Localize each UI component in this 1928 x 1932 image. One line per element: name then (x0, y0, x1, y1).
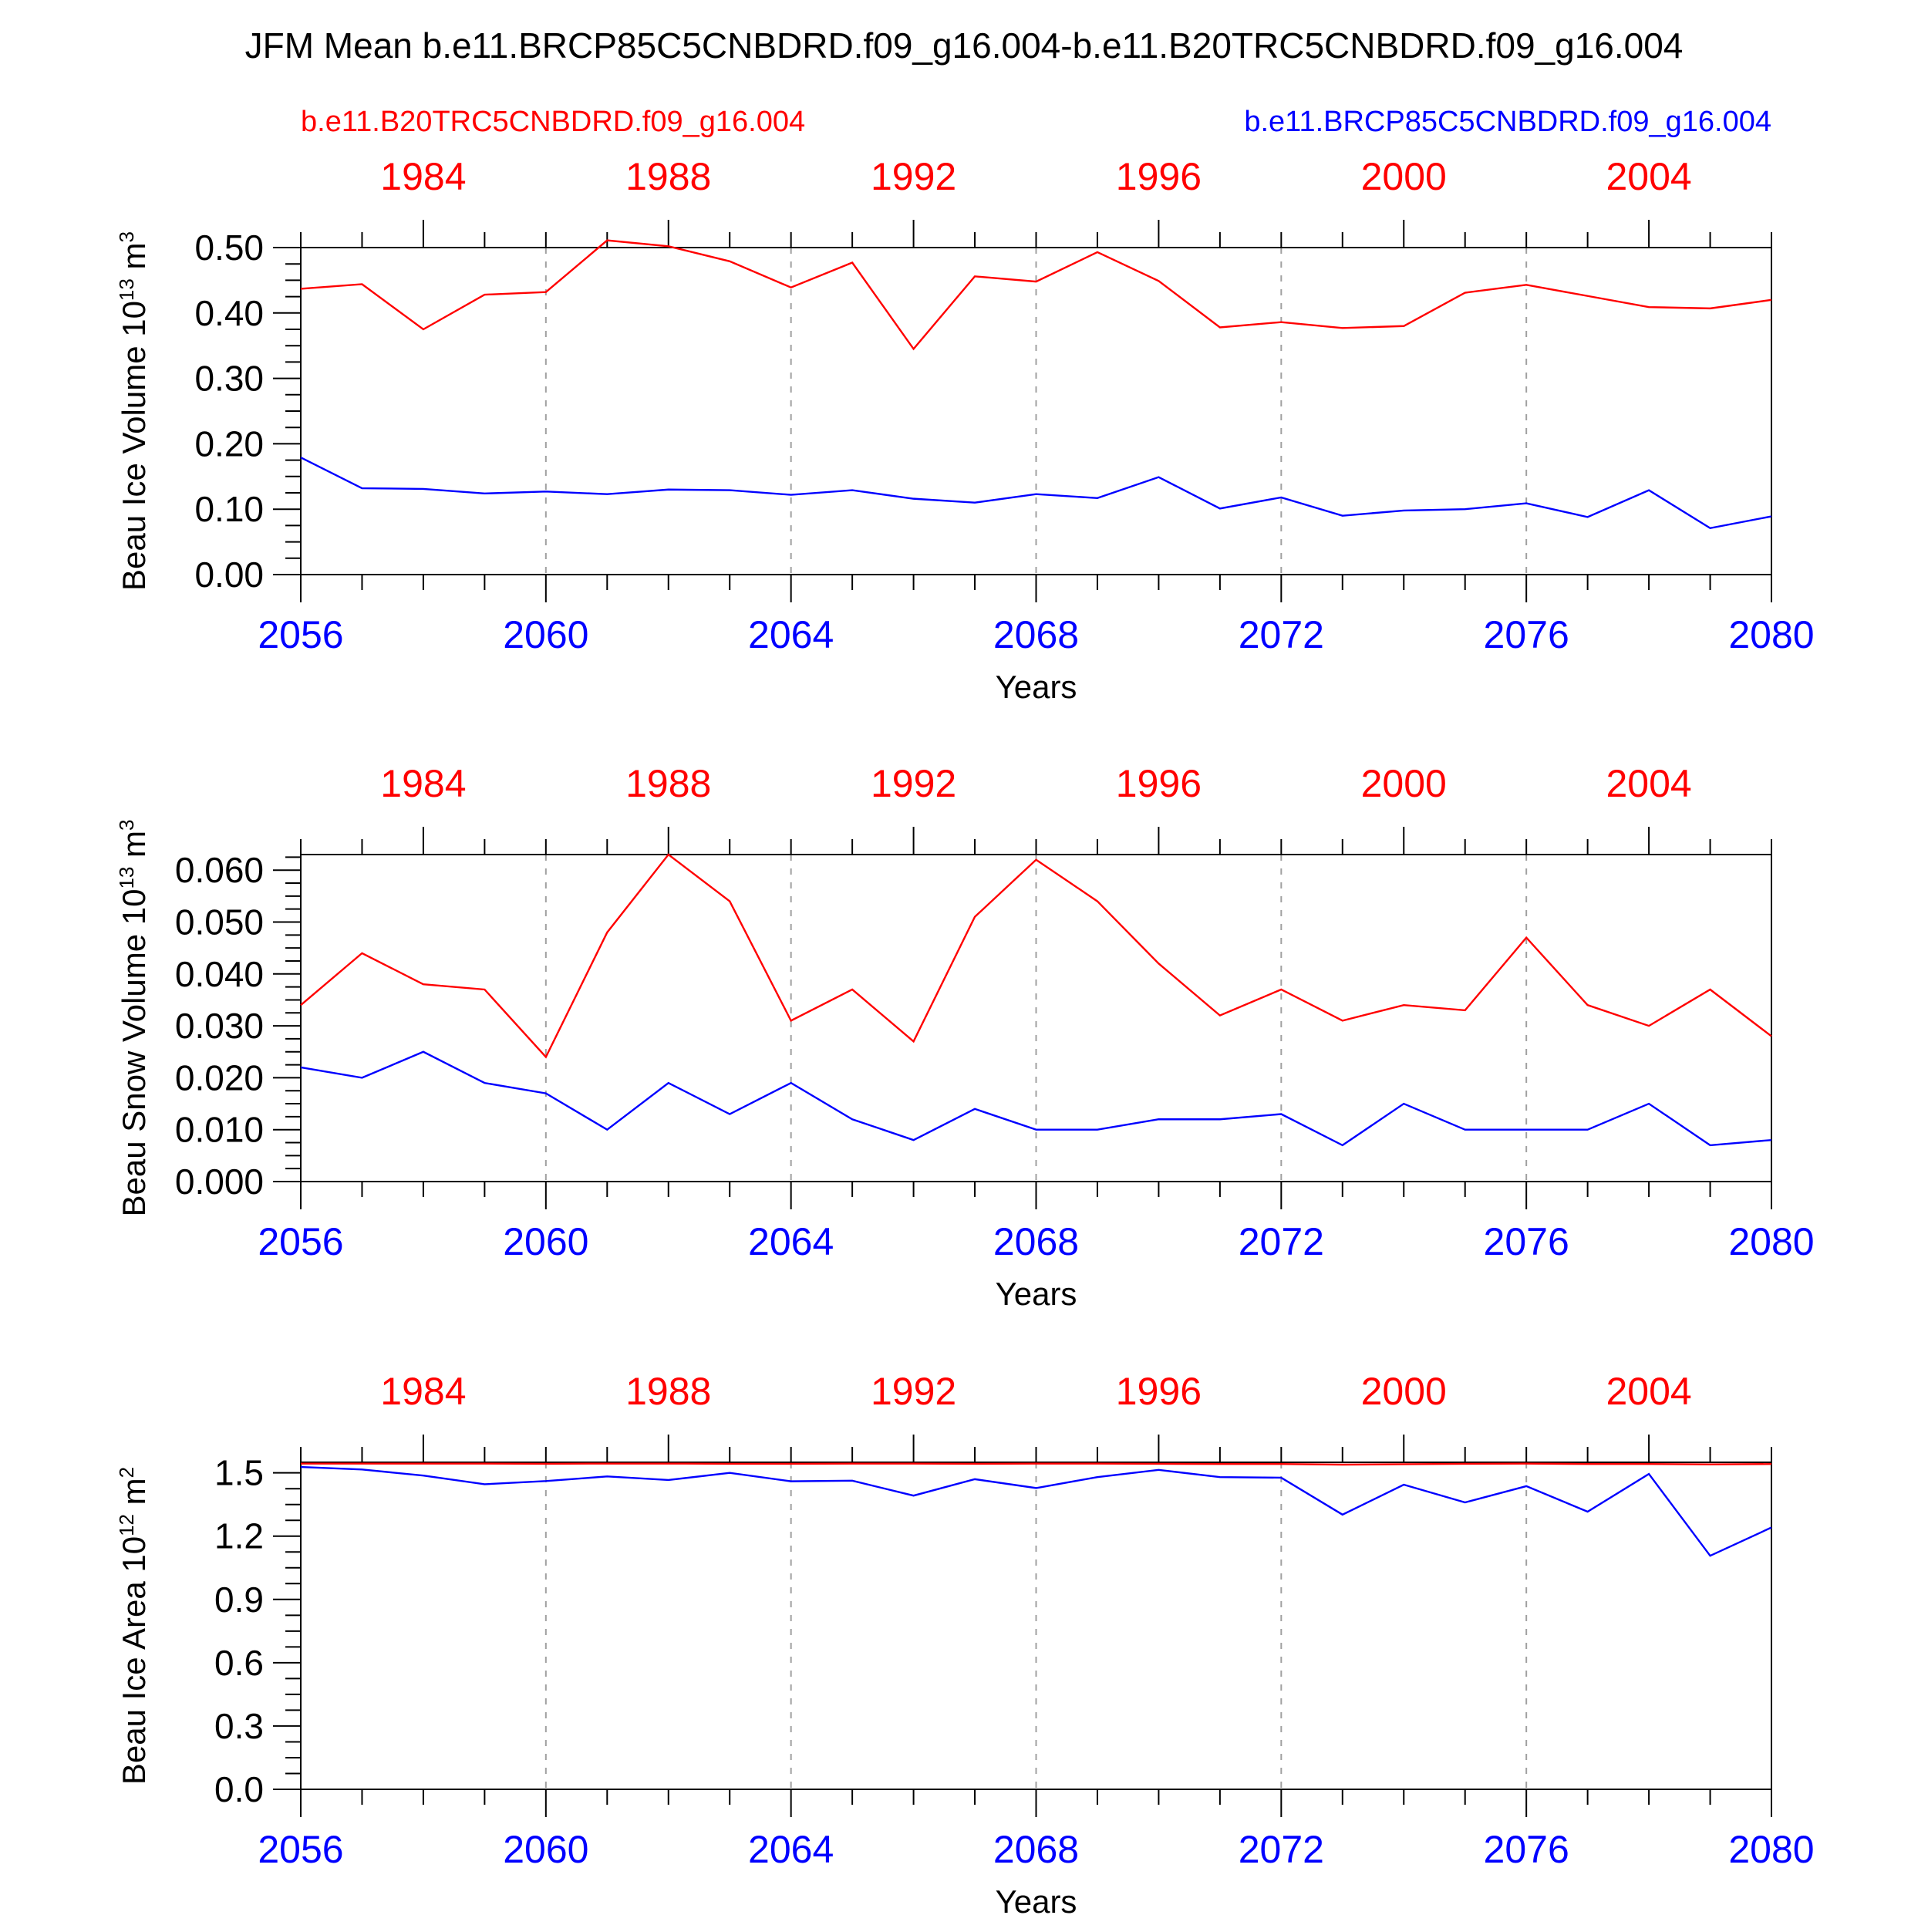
x-tick-label-top: 2004 (1606, 155, 1691, 198)
x-tick-label-top: 1984 (380, 1370, 466, 1413)
x-tick-label-bottom: 2064 (748, 1220, 834, 1263)
y-tick-label: 0.0 (214, 1769, 264, 1809)
chart-panel-2: 0.000 0.010 0.020 0.030 0.040 0.050 0.060 2056 2… (115, 762, 1815, 1312)
y-tick-label: 0.3 (214, 1706, 264, 1746)
x-tick-label-top: 1992 (871, 762, 956, 805)
x-tick-label-bottom: 2072 (1239, 1220, 1324, 1263)
x-tick-label-bottom: 2072 (1239, 613, 1324, 656)
x-tick-label-top: 2004 (1606, 1370, 1691, 1413)
x-tick-label-top: 2000 (1361, 155, 1447, 198)
x-tick-label-bottom: 2080 (1728, 1220, 1814, 1263)
y-tick-label: 0.000 (175, 1162, 264, 1202)
y-axis-label-text: Beau Ice Area 10 (116, 1536, 152, 1785)
y-tick-label: 1.2 (214, 1516, 264, 1556)
x-tick-label-bottom: 2080 (1728, 1828, 1814, 1871)
x-tick-label-top: 2000 (1361, 1370, 1447, 1413)
legend-label-future: b.e11.BRCP85C5CNBDRD.f09_g16.004 (1244, 106, 1771, 138)
x-tick-label-top: 1988 (625, 1370, 711, 1413)
y-axis-label-text: m (116, 831, 152, 867)
x-axis-label: Years (996, 1276, 1077, 1312)
x-axis-label: Years (996, 669, 1077, 705)
series-line-blue (301, 457, 1771, 528)
y-tick-label: 0.040 (175, 954, 264, 994)
legend-label-historical: b.e11.B20TRC5CNBDRD.f09_g16.004 (301, 106, 805, 138)
y-tick-label: 0.10 (194, 489, 264, 529)
y-tick-label: 0.00 (194, 555, 264, 595)
y-axis-label-text: m (116, 242, 152, 278)
x-tick-label-top: 1996 (1116, 1370, 1202, 1413)
x-tick-label-top: 1988 (625, 762, 711, 805)
x-tick-label-bottom: 2076 (1484, 1220, 1569, 1263)
x-tick-label-bottom: 2068 (993, 1220, 1079, 1263)
y-axis-label-text: Beau Snow Volume 10 (116, 889, 152, 1217)
x-tick-label-top: 1992 (871, 155, 956, 198)
x-tick-label-bottom: 2060 (503, 613, 588, 656)
series-line-red (301, 1464, 1771, 1465)
x-tick-label-top: 1996 (1116, 762, 1202, 805)
chart-panel-1: 0.00 0.10 0.20 0.30 0.40 0.50 2056 2060 2064 2068… (115, 155, 1815, 705)
y-axis-label-superscript: 13 (115, 867, 138, 889)
x-tick-label-bottom: 2060 (503, 1828, 588, 1871)
x-tick-label-bottom: 2056 (258, 1828, 343, 1871)
y-axis-label-text: m (116, 1478, 152, 1514)
y-tick-label: 0.020 (175, 1057, 264, 1097)
x-tick-label-bottom: 2080 (1728, 613, 1814, 656)
y-tick-label: 1.5 (214, 1453, 264, 1493)
x-tick-label-bottom: 2068 (993, 613, 1079, 656)
y-tick-label: 0.40 (194, 293, 264, 333)
x-tick-label-bottom: 2068 (993, 1828, 1079, 1871)
y-tick-label: 0.50 (194, 228, 264, 268)
chart-panels: 0.00 0.10 0.20 0.30 0.40 0.50 2056 2060 2064 2068… (115, 155, 1815, 1920)
y-tick-label: 0.30 (194, 359, 264, 399)
y-tick-label: 0.6 (214, 1643, 264, 1683)
y-axis-label-superscript: 12 (115, 1514, 138, 1536)
x-tick-label-top: 1992 (871, 1370, 956, 1413)
y-tick-label: 0.010 (175, 1110, 264, 1150)
x-tick-label-bottom: 2064 (748, 613, 834, 656)
x-tick-label-bottom: 2076 (1484, 1828, 1569, 1871)
x-tick-label-top: 1984 (380, 155, 466, 198)
y-axis-label-superscript: 3 (115, 819, 138, 830)
chart-panel-3: 0.0 0.3 0.6 0.9 1.2 1.5 2056 2060 2064 2068 2072 20… (115, 1370, 1815, 1920)
x-tick-label-bottom: 2064 (748, 1828, 834, 1871)
x-tick-label-bottom: 2076 (1484, 613, 1569, 656)
x-tick-label-bottom: 2072 (1239, 1828, 1324, 1871)
y-tick-label: 0.20 (194, 423, 264, 464)
y-axis-label-superscript: 13 (115, 278, 138, 301)
y-axis-label-text: Beau Ice Volume 10 (116, 301, 152, 591)
x-tick-label-bottom: 2060 (503, 1220, 588, 1263)
y-tick-label: 0.050 (175, 902, 264, 942)
x-tick-label-bottom: 2056 (258, 613, 343, 656)
y-tick-label: 0.9 (214, 1580, 264, 1620)
y-axis-label-superscript: 3 (115, 231, 138, 242)
y-tick-label: 0.030 (175, 1006, 264, 1046)
y-axis-label: Beau Snow Volume 1013 m3 (115, 819, 152, 1216)
x-tick-label-top: 1988 (625, 155, 711, 198)
y-axis-label: Beau Ice Area 1012 m2 (115, 1467, 152, 1785)
x-tick-label-bottom: 2056 (258, 1220, 343, 1263)
y-axis-label-superscript: 2 (115, 1467, 138, 1478)
x-tick-label-top: 2000 (1361, 762, 1447, 805)
figure-title: JFM Mean b.e11.BRCP85C5CNBDRD.f09_g16.00… (245, 25, 1684, 66)
x-tick-label-top: 1984 (380, 762, 466, 805)
y-tick-label: 0.060 (175, 850, 264, 890)
x-tick-label-top: 1996 (1116, 155, 1202, 198)
x-axis-label: Years (996, 1883, 1077, 1920)
y-axis-label: Beau Ice Volume 1013 m3 (115, 231, 152, 591)
x-tick-label-top: 2004 (1606, 762, 1691, 805)
